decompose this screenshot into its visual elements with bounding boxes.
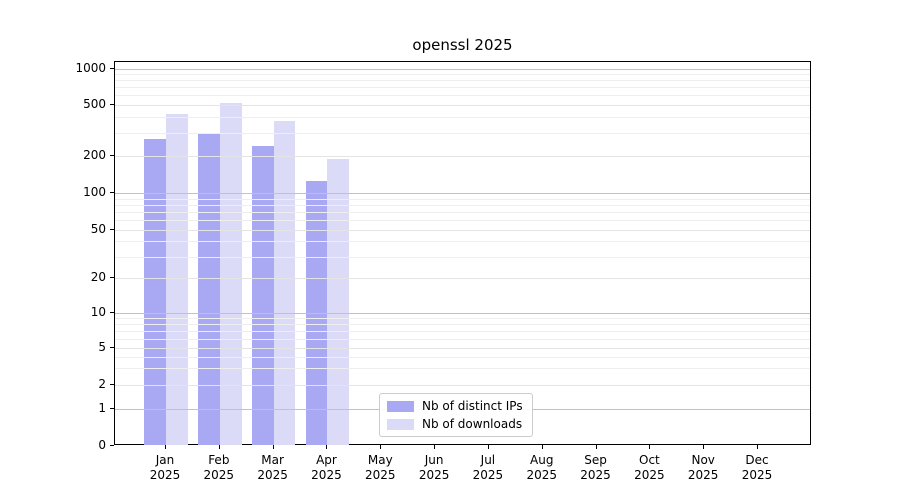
y-tick-label: 100 (83, 185, 106, 199)
downloads-swatch-icon (387, 418, 414, 430)
y-tick (110, 347, 114, 348)
gridline-minor (115, 324, 810, 326)
gridline (115, 229, 810, 231)
legend-item-downloads: Nb of downloads (387, 417, 523, 431)
x-tick (326, 444, 328, 449)
y-tick-label: 500 (83, 97, 106, 111)
x-tick-label: Mar 2025 (257, 452, 288, 482)
legend-item-distinct-ips: Nb of distinct IPs (387, 399, 523, 413)
gridline (115, 156, 810, 157)
x-tick-label: Nov 2025 (687, 452, 719, 482)
legend-label-downloads: Nb of downloads (422, 417, 523, 431)
bar-distinct-ips (198, 133, 220, 446)
y-tick-label: 20 (90, 270, 106, 284)
x-tick (165, 444, 166, 449)
gridline-minor (115, 256, 810, 258)
gridline-minor (115, 219, 810, 221)
y-tick (110, 155, 114, 156)
bar-distinct-ips (144, 139, 166, 446)
y-tick (110, 67, 114, 69)
x-tick-label: Apr 2025 (311, 452, 342, 482)
gridline-major (115, 313, 810, 314)
bar-downloads (166, 114, 188, 446)
y-tick-label: 10 (90, 305, 106, 319)
x-tick (380, 444, 382, 449)
x-tick-label: Jan 2025 (149, 452, 181, 482)
gridline (115, 348, 810, 349)
gridline-major (115, 193, 810, 194)
gridline-minor (115, 331, 810, 332)
x-tick (487, 444, 489, 449)
y-tick-label: 50 (90, 221, 106, 236)
x-tick-label: May 2025 (364, 452, 396, 482)
y-tick-label: 2 (98, 376, 106, 391)
y-tick (110, 407, 114, 409)
plot-area (114, 61, 811, 446)
legend: Nb of distinct IPs Nb of downloads (379, 393, 533, 437)
legend-label-distinct-ips: Nb of distinct IPs (422, 399, 523, 413)
y-tick (110, 104, 114, 105)
gridline-minor (115, 204, 810, 206)
gridline-minor (115, 198, 810, 200)
y-tick (110, 444, 114, 446)
distinct-ips-swatch-icon (387, 400, 414, 412)
x-tick (757, 444, 759, 449)
bar-downloads (219, 102, 242, 446)
x-tick (703, 444, 705, 449)
gridline-minor (115, 211, 810, 213)
x-tick-label: Dec 2025 (741, 452, 773, 482)
bar-distinct-ips (251, 145, 274, 446)
x-tick-label: Oct 2025 (634, 452, 665, 482)
bar-downloads (327, 158, 350, 446)
x-tick-label: Jun 2025 (418, 452, 450, 482)
y-tick-label: 200 (83, 148, 106, 162)
y-tick (110, 228, 114, 230)
gridline-minor (115, 338, 810, 340)
gridline-minor (115, 74, 810, 76)
y-tick-label: 1 (98, 400, 106, 415)
gridline-minor (115, 133, 810, 135)
gridline-minor (115, 87, 810, 89)
gridline-minor (115, 318, 810, 320)
y-tick-label: 1000 (75, 60, 106, 75)
y-tick (110, 312, 114, 313)
gridline-major (115, 68, 810, 70)
x-tick (595, 444, 597, 449)
x-tick (434, 444, 436, 449)
bar-downloads (273, 121, 296, 446)
gridline (115, 105, 810, 106)
x-tick-label: Aug 2025 (526, 452, 557, 482)
gridline-minor (115, 241, 810, 243)
x-tick (649, 444, 651, 449)
y-tick-label: 0 (98, 437, 106, 452)
y-tick (110, 277, 114, 278)
chart-title: openssl 2025 (412, 36, 513, 54)
x-tick-label: Sep 2025 (580, 452, 611, 482)
x-tick-label: Feb 2025 (203, 452, 235, 482)
gridline (115, 384, 810, 386)
x-tick (218, 444, 220, 449)
gridline-minor (115, 356, 810, 358)
gridline (115, 278, 810, 279)
gridline-minor (115, 368, 810, 370)
y-tick-label: 5 (98, 340, 106, 354)
x-tick (541, 444, 543, 449)
gridline-minor (115, 95, 810, 97)
y-tick (110, 383, 114, 385)
y-tick (110, 192, 114, 193)
gridline-minor (115, 117, 810, 119)
gridline-minor (115, 80, 810, 82)
x-tick-label: Jul 2025 (472, 452, 504, 482)
x-tick (272, 444, 274, 449)
